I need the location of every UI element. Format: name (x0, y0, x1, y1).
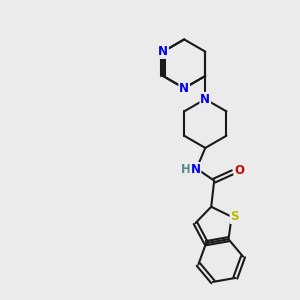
Text: N: N (158, 45, 168, 58)
Text: N: N (179, 82, 189, 95)
Text: O: O (234, 164, 244, 177)
Text: N: N (190, 163, 200, 176)
Text: S: S (230, 210, 239, 223)
Text: H: H (180, 163, 190, 176)
Text: N: N (200, 93, 210, 106)
